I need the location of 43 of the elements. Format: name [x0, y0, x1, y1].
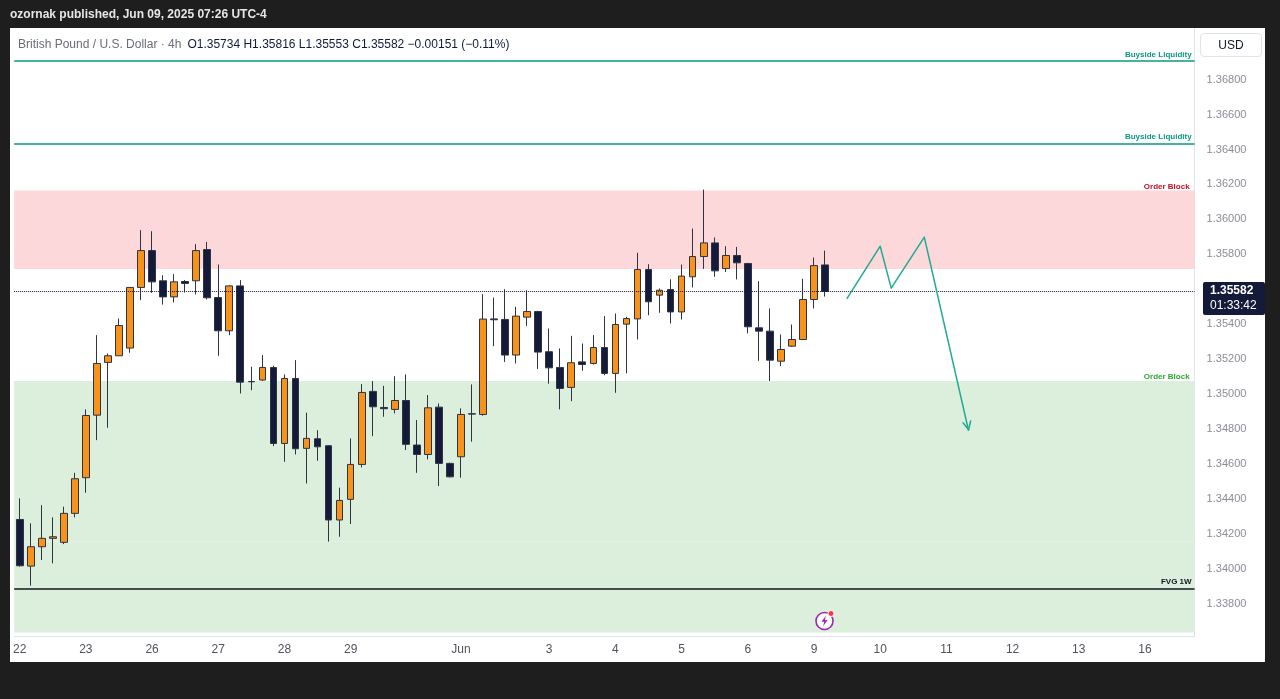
- x-tick-label: 6: [744, 642, 752, 656]
- y-tick-label: 1.35200: [1206, 352, 1247, 365]
- x-tick-label: 13: [1072, 642, 1086, 656]
- x-tick-label: 28: [277, 642, 292, 656]
- text: O1.35734 H1.35816 L1.35553 C1.35582 −0.00151 (−0.11%): [187, 37, 510, 51]
- y-tick-label: 1.36600: [1206, 107, 1247, 120]
- x-tick-label: 11: [940, 642, 953, 656]
- text: 01:33:42: [1210, 298, 1258, 314]
- x-tick-label: 23: [79, 642, 93, 656]
- x-tick-label: 16: [1138, 642, 1152, 656]
- text: ozornak published, Jun 09, 2025 07:26 UTC-4: [10, 7, 267, 21]
- y-tick-label: 1.34600: [1206, 457, 1247, 470]
- y-tick-label: 1.34400: [1206, 491, 1247, 504]
- x-tick-label: 9: [810, 642, 818, 656]
- y-tick-label: 1.34200: [1206, 526, 1247, 539]
- y-tick-label: 1.35800: [1206, 247, 1247, 260]
- ref-line-label: Buyside Liquidity: [1124, 131, 1193, 141]
- ref-line-label: FVG 1W: [1160, 577, 1193, 587]
- y-tick-label: 1.36800: [1206, 72, 1247, 85]
- x-tick-label: 3: [545, 642, 553, 656]
- y-tick-label: 1.36200: [1206, 177, 1247, 190]
- y-tick-label: 1.33800: [1206, 596, 1247, 609]
- ref-line-label: Buyside Liquidity: [1124, 49, 1193, 59]
- x-tick-label: 10: [873, 642, 888, 656]
- y-tick-label: 1.34000: [1206, 561, 1247, 574]
- text: British Pound / U.S. Dollar · 4h: [18, 37, 182, 51]
- x-tick-label: 26: [145, 642, 160, 656]
- band-label: Order Block: [1143, 181, 1191, 191]
- y-tick-label: 1.36400: [1206, 142, 1247, 155]
- x-tick-label: 27: [211, 642, 226, 656]
- y-tick-label: 1.35000: [1206, 387, 1247, 400]
- x-tick-label: Jun: [451, 642, 471, 656]
- x-tick-label: 29: [343, 642, 358, 656]
- x-tick-label: 12: [1005, 642, 1020, 656]
- y-tick-label: 1.36000: [1206, 212, 1247, 225]
- y-tick-label: 1.34800: [1206, 422, 1247, 435]
- x-tick-label: 4: [612, 642, 620, 656]
- x-tick-label: 22: [12, 642, 27, 656]
- ref-line-label: 1.35582: [1210, 283, 1255, 299]
- y-tick-label: 1.35400: [1206, 317, 1247, 330]
- band-label: Order Block: [1143, 372, 1191, 382]
- y-axis-title: USD: [1200, 33, 1262, 57]
- x-tick-label: 5: [678, 642, 686, 656]
